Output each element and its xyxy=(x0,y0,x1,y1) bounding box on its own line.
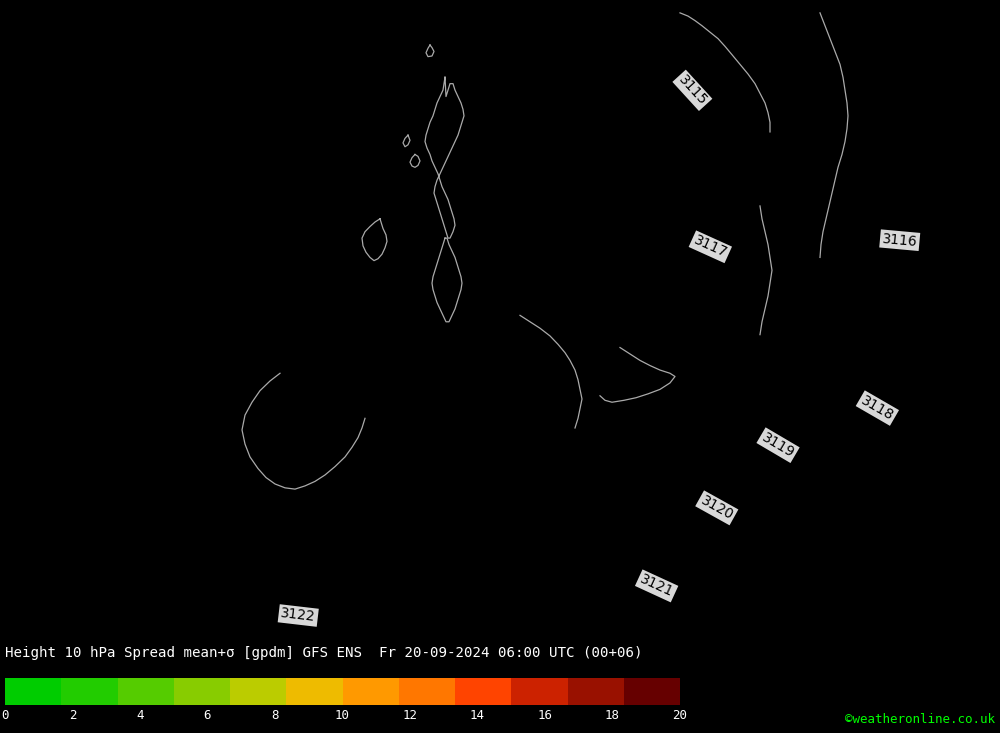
Text: 10: 10 xyxy=(335,709,350,722)
Bar xyxy=(511,678,568,705)
Text: 3122: 3122 xyxy=(280,606,317,625)
Text: 6: 6 xyxy=(204,709,211,722)
Bar xyxy=(342,678,399,705)
Text: 12: 12 xyxy=(402,709,418,722)
Text: 3116: 3116 xyxy=(882,232,918,248)
Bar xyxy=(286,678,342,705)
Text: 8: 8 xyxy=(271,709,279,722)
Text: 3119: 3119 xyxy=(759,430,797,460)
Bar xyxy=(61,678,118,705)
Text: 18: 18 xyxy=(605,709,620,722)
Text: 3118: 3118 xyxy=(859,393,896,423)
Bar xyxy=(455,678,511,705)
Text: 16: 16 xyxy=(538,709,552,722)
Text: ©weatheronline.co.uk: ©weatheronline.co.uk xyxy=(845,713,995,726)
Text: Height 10 hPa Spread mean+σ [gpdm] GFS ENS  Fr 20-09-2024 06:00 UTC (00+06): Height 10 hPa Spread mean+σ [gpdm] GFS E… xyxy=(5,646,642,660)
Text: 20: 20 xyxy=(672,709,688,722)
Bar xyxy=(399,678,455,705)
Text: 3121: 3121 xyxy=(638,572,676,600)
Bar xyxy=(624,678,680,705)
Text: 3117: 3117 xyxy=(691,233,729,260)
Text: 2: 2 xyxy=(69,709,76,722)
Text: 0: 0 xyxy=(1,709,9,722)
Bar xyxy=(568,678,624,705)
Bar xyxy=(174,678,230,705)
Text: 3120: 3120 xyxy=(698,493,736,523)
Text: 14: 14 xyxy=(470,709,485,722)
Bar xyxy=(230,678,286,705)
Text: 4: 4 xyxy=(136,709,144,722)
Bar xyxy=(118,678,174,705)
Bar xyxy=(5,678,61,705)
Text: 3115: 3115 xyxy=(675,73,709,108)
